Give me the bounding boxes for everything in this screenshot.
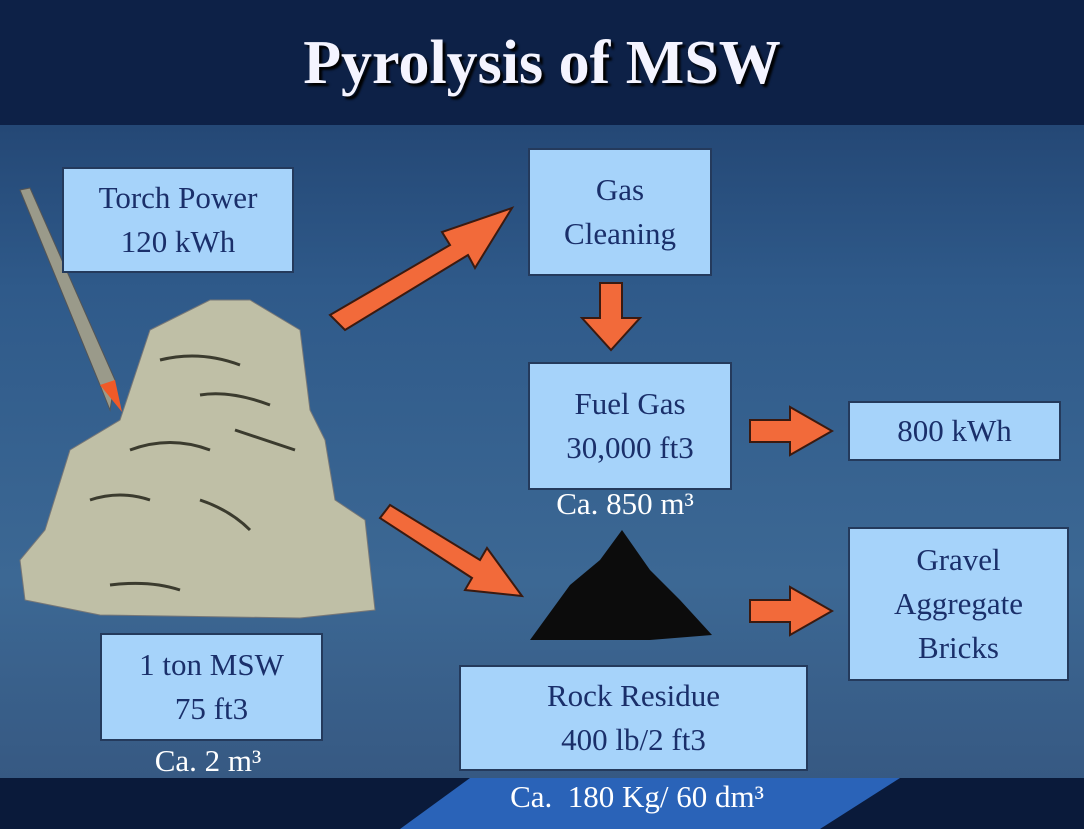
caption: Ca. 180 Kg/ 60 dm³ bbox=[510, 779, 764, 815]
box-line: Bricks bbox=[918, 626, 999, 670]
box-line: 75 ft3 bbox=[175, 687, 248, 731]
box: 800 kWh bbox=[848, 401, 1061, 461]
box-line: Torch Power bbox=[99, 176, 258, 220]
box-line: 800 kWh bbox=[897, 409, 1012, 453]
caption: Ca. 2 m³ bbox=[155, 743, 262, 779]
torch-tip bbox=[100, 380, 122, 412]
box-line: Rock Residue bbox=[547, 674, 720, 718]
box-line: 120 kWh bbox=[121, 220, 236, 264]
box-line: Cleaning bbox=[564, 212, 676, 256]
slide: Pyrolysis of MSW Torch Power120 kWh GasC… bbox=[0, 0, 1084, 829]
box-line: Aggregate bbox=[894, 582, 1023, 626]
title: Pyrolysis of MSW bbox=[0, 28, 1084, 99]
box-line: Gas bbox=[596, 168, 644, 212]
box-line: 30,000 ft3 bbox=[566, 426, 693, 470]
rock-pile bbox=[530, 530, 712, 640]
box-line: 1 ton MSW bbox=[139, 643, 284, 687]
box-line: Gravel bbox=[916, 538, 1000, 582]
box-line: 400 lb/2 ft3 bbox=[561, 718, 706, 762]
caption: Ca. 850 m³ bbox=[556, 486, 694, 522]
waste-pile bbox=[20, 300, 375, 618]
box-line: Fuel Gas bbox=[574, 382, 685, 426]
